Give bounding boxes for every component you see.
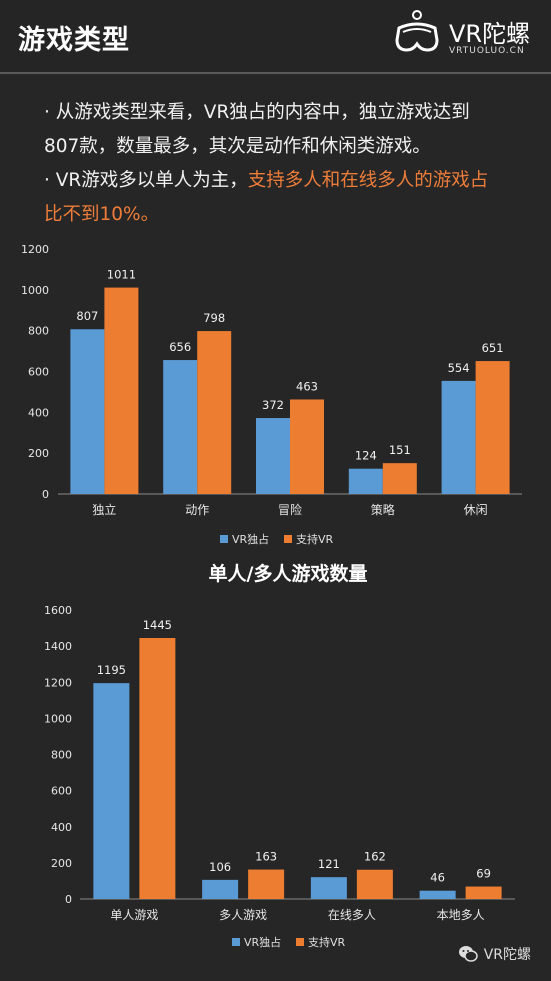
legend-swatch: [232, 938, 240, 946]
bullet-1: · 从游戏类型来看，VR独占的内容中，独立游戏达到 807款，数量最多，其次是动…: [44, 96, 524, 164]
bullet-2-highlight-2: 比不到10%。: [44, 204, 160, 225]
y-tick-label: 1400: [44, 640, 72, 653]
footer-text: VR陀螺: [483, 947, 531, 963]
y-tick-label: 1000: [44, 712, 72, 725]
y-tick-label: 0: [65, 893, 72, 906]
category-label: 独立: [92, 502, 116, 517]
legend-swatch: [296, 938, 304, 946]
data-label: 124: [355, 449, 377, 463]
y-tick-label: 400: [51, 821, 72, 834]
bar: [163, 360, 198, 494]
data-label: 1445: [143, 618, 172, 632]
category-label: 本地多人: [437, 908, 485, 922]
bar: [248, 869, 285, 899]
bullet-dot: ·: [44, 102, 50, 123]
legend-swatch: [220, 535, 228, 543]
category-label: 动作: [185, 503, 209, 517]
data-label: 163: [255, 850, 277, 864]
data-label: 46: [430, 871, 445, 885]
y-tick-label: 1600: [44, 604, 72, 617]
bar: [70, 329, 105, 494]
y-tick-label: 200: [51, 857, 72, 870]
data-label: 656: [169, 340, 191, 354]
bar: [475, 361, 510, 494]
category-label: 单人游戏: [110, 908, 158, 922]
bar: [382, 463, 417, 494]
legend-swatch: [284, 535, 292, 543]
y-tick-label: 600: [51, 785, 72, 798]
category-label: 冒险: [278, 502, 302, 517]
y-tick-label: 1200: [21, 243, 49, 256]
data-label: 121: [318, 857, 340, 871]
bullet-2-plain: VR游戏多以单人为主，: [55, 170, 248, 191]
category-label: 在线多人: [328, 908, 376, 922]
data-label: 106: [209, 860, 231, 874]
y-tick-label: 800: [51, 749, 72, 762]
bullet-2: · VR游戏多以单人为主，支持多人和在线多人的游戏占 比不到10%。: [44, 164, 524, 232]
bar: [104, 287, 139, 494]
chart-game-types: 0 200 400 600 800 1000 1200 807 1011 独立 656 798 动作 37…: [21, 243, 522, 546]
data-label: 162: [364, 850, 386, 864]
chart-single-multi: 单人/多人游戏数量 0 200 400 600 800 1000 1200 1400 1600 11…: [44, 562, 515, 949]
data-label: 651: [482, 341, 504, 355]
bullet-1-line-2: 807款，数量最多，其次是动作和休闲类游戏。: [44, 136, 431, 157]
data-label: 151: [389, 443, 411, 457]
wechat-icon: [458, 946, 478, 962]
y-tick-label: 200: [28, 447, 49, 460]
logo-text: VR陀螺: [449, 20, 531, 48]
data-label: 554: [448, 361, 470, 375]
legend-label: 支持VR: [296, 532, 334, 546]
chart-title: 单人/多人游戏数量: [209, 562, 368, 585]
bar: [419, 890, 456, 899]
y-tick-label: 800: [28, 325, 49, 338]
data-label: 1011: [107, 268, 136, 282]
legend-label: VR独占: [244, 935, 281, 949]
bar: [93, 683, 130, 899]
bar: [465, 886, 502, 899]
bar: [202, 879, 239, 899]
legend-label: VR独占: [232, 532, 269, 546]
bar: [356, 869, 393, 899]
bar: [348, 468, 383, 494]
category-label: 策略: [371, 502, 395, 517]
bar: [441, 380, 476, 494]
bullet-2-highlight-1: 支持多人和在线多人的游戏占: [247, 170, 489, 191]
y-tick-label: 0: [42, 488, 49, 501]
bullet-dot: ·: [44, 170, 50, 191]
page-title: 游戏类型: [18, 25, 130, 56]
bar: [139, 637, 176, 899]
category-label: 休闲: [464, 503, 488, 517]
data-label: 1195: [97, 663, 126, 677]
bar: [290, 399, 324, 494]
bar: [256, 418, 290, 494]
data-label: 69: [476, 867, 491, 881]
logo: VR陀螺 VRTUOLUO.CN: [391, 8, 531, 64]
bar: [310, 877, 347, 899]
data-label: 372: [262, 398, 284, 412]
data-label: 807: [76, 309, 98, 323]
y-tick-label: 600: [28, 366, 49, 379]
category-label: 多人游戏: [219, 908, 267, 922]
y-tick-label: 1000: [21, 284, 49, 297]
y-tick-label: 1200: [44, 676, 72, 689]
legend-label: 支持VR: [308, 935, 346, 949]
footer-watermark: VR陀螺: [458, 944, 531, 964]
header: 游戏类型 VR陀螺 VRTUOLUO.CN: [0, 0, 551, 74]
bar: [197, 331, 232, 494]
bullet-1-line-1: 从游戏类型来看，VR独占的内容中，独立游戏达到: [55, 102, 470, 123]
vr-headset-icon: [395, 10, 439, 52]
y-tick-label: 400: [28, 406, 49, 419]
data-label: 463: [296, 379, 318, 393]
bullet-list: · 从游戏类型来看，VR独占的内容中，独立游戏达到 807款，数量最多，其次是动…: [44, 96, 524, 232]
data-label: 798: [203, 311, 225, 325]
logo-subtext: VRTUOLUO.CN: [449, 46, 525, 56]
